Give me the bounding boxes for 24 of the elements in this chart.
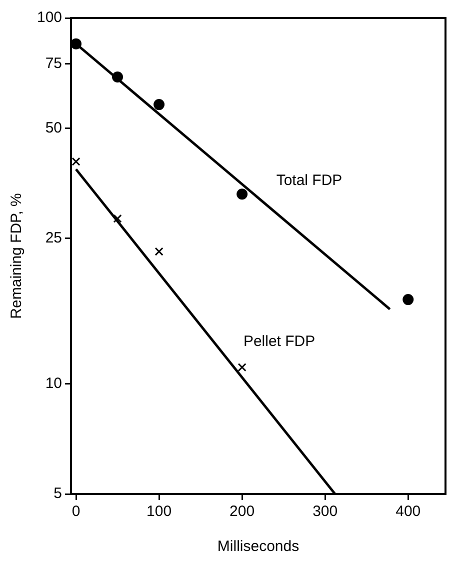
series-label: Total FDP <box>276 172 342 190</box>
x-tick-label: 0 <box>72 503 80 520</box>
point <box>112 71 124 82</box>
point <box>402 294 414 306</box>
series-label: Pellet FDP <box>243 333 316 350</box>
y-axis-title: Remaining FDP, % <box>8 193 26 319</box>
point <box>113 214 122 223</box>
x-tick-label: 400 <box>396 503 421 520</box>
y-tick-label: 5 <box>54 485 62 502</box>
y-tick-label: 100 <box>36 9 62 26</box>
y-tick-label: 75 <box>45 54 62 72</box>
point <box>72 157 80 166</box>
x-tick-label: 100 <box>146 503 172 520</box>
point <box>71 38 82 50</box>
point <box>154 99 165 110</box>
y-tick-label: 25 <box>45 229 62 246</box>
x-tick-label: 200 <box>230 503 255 520</box>
y-tick-label: 10 <box>45 375 62 392</box>
x-axis-title: Milliseconds <box>217 538 300 556</box>
point <box>236 188 248 200</box>
point <box>154 247 164 256</box>
point <box>238 362 246 372</box>
y-tick-label: 50 <box>45 119 62 136</box>
x-tick-label: 300 <box>312 503 338 520</box>
